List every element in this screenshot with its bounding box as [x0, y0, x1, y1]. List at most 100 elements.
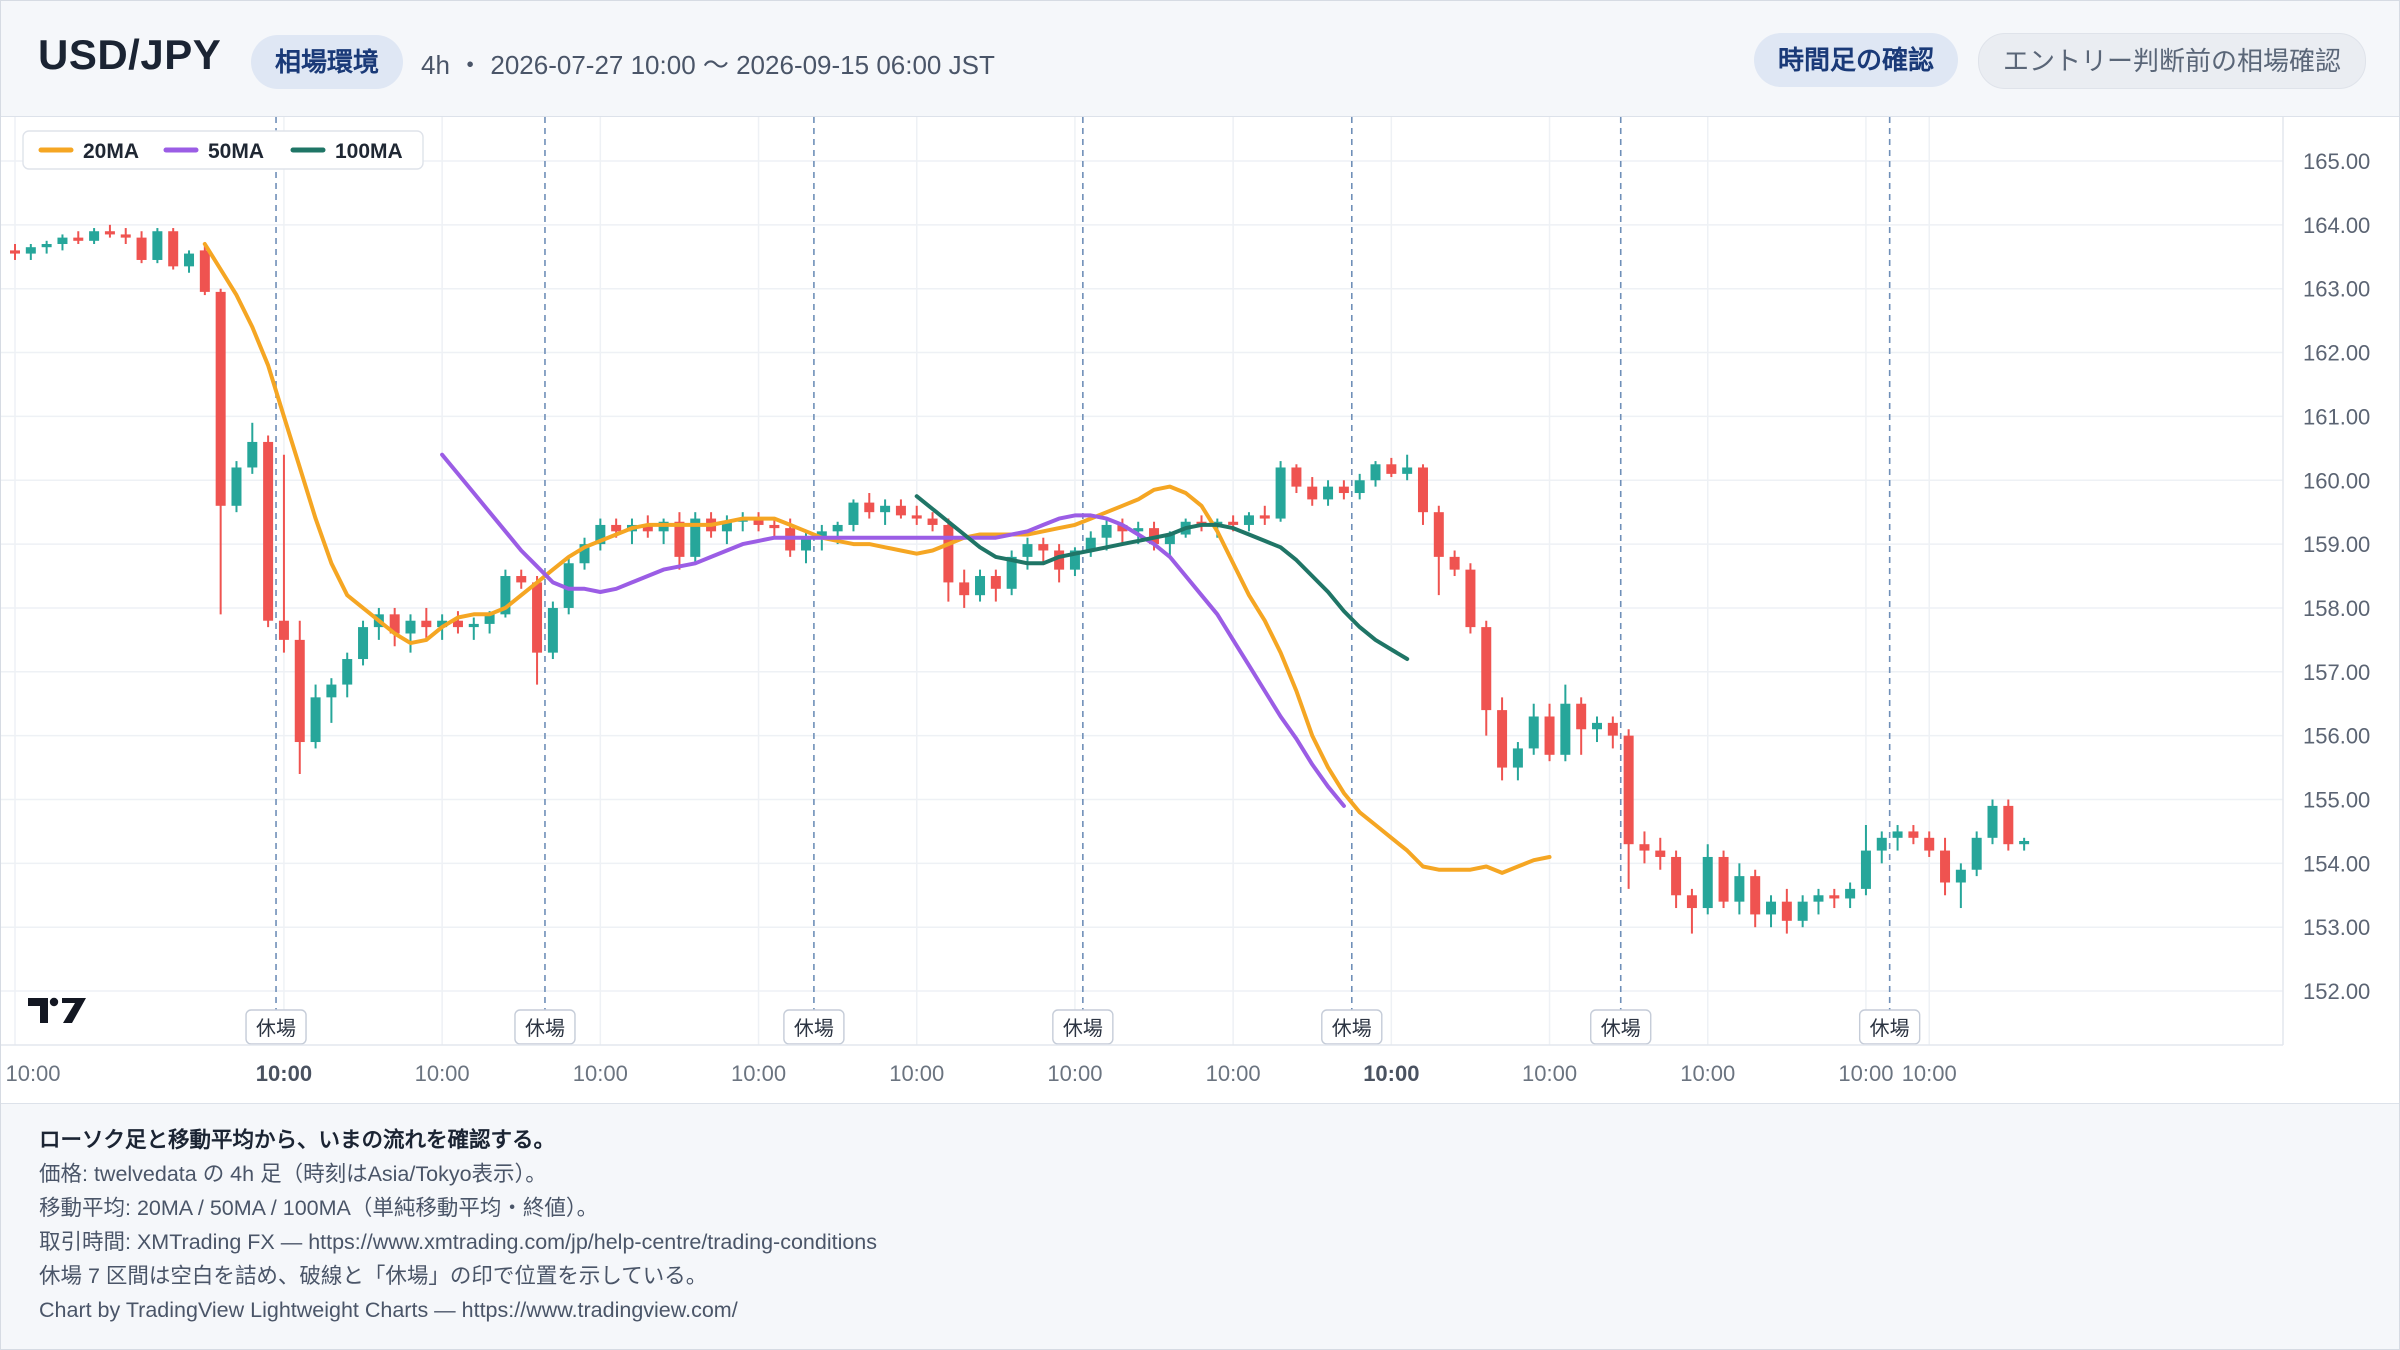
- candle-up: [816, 531, 827, 538]
- candlestick-chart[interactable]: 休場 休場 休場 休場 休場 休場 休場 165.00 164.00 163.00 162.00 1…: [1, 117, 2399, 1103]
- closure-label: 休場: [794, 1017, 834, 1040]
- closure-label: 休場: [525, 1017, 565, 1040]
- candle-up: [231, 467, 242, 506]
- note-trading-hours: 取引時間: XMTrading FX — https://www.xmtradi…: [39, 1230, 878, 1254]
- candle-down: [1465, 569, 1476, 628]
- candle-up: [1702, 856, 1713, 909]
- candle-up: [1275, 467, 1286, 519]
- candle-up: [152, 231, 163, 260]
- note-market-closures: 休場 7 区間は空白を詰め、破線と「休場」の印で位置を示している。: [39, 1264, 708, 1288]
- candle-up: [880, 505, 891, 513]
- candle-up: [405, 620, 416, 634]
- y-tick-label: 155.00: [2303, 788, 2370, 813]
- y-tick-label: 163.00: [2303, 277, 2370, 302]
- x-tick-label: 10:00: [415, 1061, 470, 1086]
- note-chart-credit: Chart by TradingView Lightweight Charts …: [39, 1298, 738, 1322]
- candle-down: [1781, 901, 1792, 921]
- candle-down: [1718, 856, 1729, 902]
- x-tick-label: 10:00: [1838, 1061, 1893, 1086]
- candle-up: [1797, 901, 1808, 921]
- timeframe-check-button[interactable]: 時間足の確認: [1754, 33, 1959, 87]
- header: USD/JPY 相場環境 4h ・ 2026-07-27 10:00 〜 202…: [1, 1, 2399, 117]
- candle-up: [1402, 467, 1413, 474]
- x-tick-label: 10:00: [889, 1061, 944, 1086]
- y-tick-label: 153.00: [2303, 915, 2370, 940]
- candle-up: [832, 524, 843, 532]
- candle-down: [1291, 467, 1302, 487]
- candle-down: [1544, 716, 1555, 755]
- y-tick-label: 154.00: [2303, 851, 2370, 876]
- candle-up: [89, 231, 100, 241]
- y-tick-label: 161.00: [2303, 404, 2370, 429]
- candle-down: [1497, 710, 1508, 768]
- candle-down: [1307, 486, 1318, 500]
- note-price-source: 価格: twelvedata の 4h 足（時刻はAsia/Tokyo表示）。: [39, 1162, 547, 1186]
- pre-entry-check-button[interactable]: エントリー判断前の相場確認: [1978, 33, 2367, 89]
- candle-up: [310, 697, 321, 743]
- candle-up: [1528, 716, 1539, 749]
- candle-up: [1354, 480, 1365, 494]
- x-tick-label: 10:00: [1047, 1061, 1102, 1086]
- candle-up: [41, 244, 52, 248]
- candle-down: [927, 518, 938, 525]
- chart-area[interactable]: 休場 休場 休場 休場 休場 休場 休場 165.00 164.00 163.00 162.00 1…: [1, 117, 2399, 1104]
- candle-down: [1750, 876, 1761, 915]
- candle-down: [1338, 486, 1349, 494]
- candle-up: [1813, 895, 1824, 902]
- candle-down: [990, 576, 1001, 589]
- candle-up: [721, 521, 732, 532]
- x-tick-label: 10:00: [1363, 1061, 1419, 1086]
- candle-down: [753, 518, 764, 525]
- candle-down: [10, 250, 20, 254]
- candle-down: [1655, 850, 1666, 857]
- candle-down: [215, 291, 226, 506]
- candle-down: [1117, 524, 1128, 532]
- legend-label: 50MA: [208, 140, 264, 163]
- candle-down: [1417, 467, 1428, 513]
- candle-up: [595, 524, 606, 545]
- y-tick-label: 152.00: [2303, 979, 2370, 1004]
- candle-up: [563, 563, 574, 608]
- closure-marker: [783, 1009, 845, 1045]
- candle-down: [1671, 856, 1682, 896]
- candle-up: [342, 659, 353, 685]
- candle-down: [642, 524, 653, 532]
- page-title: USD/JPY: [38, 31, 222, 78]
- candle-down: [1623, 735, 1634, 845]
- legend-label: 20MA: [83, 140, 139, 163]
- closure-marker: [1052, 1009, 1114, 1045]
- candle-up: [1243, 515, 1254, 525]
- closure-label: 休場: [256, 1017, 296, 1040]
- tradingview-logo: [28, 997, 86, 1023]
- candle-up: [484, 614, 495, 624]
- closure-label: 休場: [1601, 1017, 1641, 1040]
- candle-up: [437, 620, 448, 628]
- y-tick-label: 156.00: [2303, 724, 2370, 749]
- candle-up: [1876, 837, 1887, 851]
- candle-up: [579, 544, 590, 564]
- x-tick-label: 10:00: [573, 1061, 628, 1086]
- x-tick-label: 10:00: [1902, 1061, 1957, 1086]
- candle-up: [1955, 869, 1966, 883]
- legend-box: [22, 130, 424, 170]
- candle-down: [2003, 805, 2014, 845]
- candle-up: [848, 502, 859, 525]
- candle-up: [1164, 534, 1175, 545]
- candle-up: [1512, 748, 1523, 768]
- closure-label: 休場: [1870, 1017, 1910, 1040]
- candle-down: [263, 441, 274, 621]
- candle-up: [1370, 464, 1381, 481]
- candle-down: [1038, 544, 1049, 551]
- closure-label: 休場: [1063, 1017, 1103, 1040]
- candle-down: [294, 639, 305, 743]
- candle-up: [547, 607, 558, 653]
- candle-up: [1085, 537, 1096, 551]
- y-tick-label: 164.00: [2303, 213, 2370, 238]
- candle-up: [500, 576, 511, 615]
- candle-down: [1639, 844, 1650, 851]
- candle-up: [2019, 841, 2030, 845]
- candle-down: [1940, 850, 1951, 883]
- candle-down: [389, 614, 400, 634]
- y-tick-label: 157.00: [2303, 660, 2370, 685]
